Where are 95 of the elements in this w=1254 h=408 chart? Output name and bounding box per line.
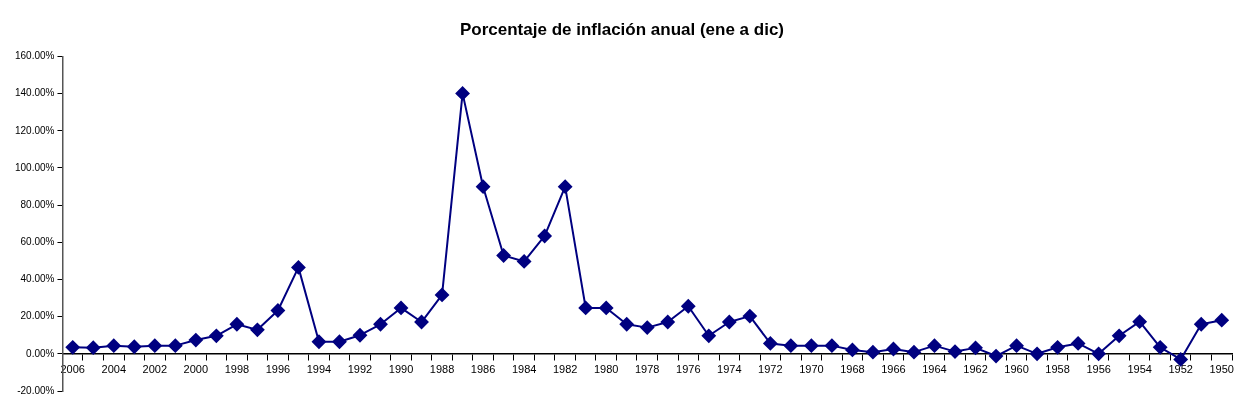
point	[845, 342, 860, 357]
y-tick-label: 140.00%	[14, 87, 55, 99]
x-tick-label: 1956	[1086, 363, 1111, 376]
x-tick-label: 1994	[306, 363, 332, 376]
x-tick-label: 2002	[142, 363, 168, 376]
point	[476, 179, 491, 194]
point	[1050, 340, 1065, 355]
point	[968, 340, 983, 355]
point	[229, 317, 244, 332]
y-tick-label: 40.00%	[20, 273, 55, 285]
point	[1030, 346, 1045, 361]
point	[722, 315, 737, 330]
x-tick-label: 1970	[799, 363, 824, 376]
point	[65, 340, 80, 355]
point	[1071, 336, 1086, 351]
x-tick-label: 1992	[347, 363, 373, 376]
point	[742, 309, 757, 324]
y-tick-label: 80.00%	[20, 198, 55, 210]
point	[394, 300, 409, 315]
y-tick-label: 100.00%	[14, 161, 55, 173]
point	[906, 345, 921, 360]
point	[783, 338, 798, 353]
point	[660, 315, 675, 330]
point	[168, 338, 183, 353]
point	[599, 300, 614, 315]
x-tick-label: 1954	[1127, 363, 1152, 376]
point	[209, 328, 224, 343]
point	[701, 328, 716, 343]
point	[332, 334, 347, 349]
point	[804, 338, 819, 353]
point	[291, 260, 306, 275]
x-tick-label: 1950	[1209, 363, 1234, 376]
point	[127, 339, 142, 354]
y-tick-label: 160.00%	[14, 50, 55, 62]
x-tick-label: 1984	[511, 363, 537, 376]
y-tick-label: -20.00%	[17, 384, 55, 396]
point	[414, 315, 429, 330]
point	[517, 254, 532, 269]
point	[824, 338, 839, 353]
point	[1194, 317, 1209, 332]
x-tick-label: 1986	[470, 363, 496, 376]
point	[558, 179, 573, 194]
point	[147, 338, 162, 353]
point	[989, 349, 1004, 364]
point	[373, 317, 388, 332]
x-tick-label: 1980	[593, 363, 619, 376]
x-tick-label: 1962	[963, 363, 988, 376]
point	[1009, 338, 1024, 353]
point	[1132, 314, 1147, 329]
point	[496, 248, 511, 263]
point	[1112, 328, 1127, 343]
point	[435, 287, 450, 302]
x-tick-label: 1968	[840, 363, 865, 376]
point	[250, 322, 265, 337]
point	[1214, 313, 1229, 328]
x-tick-label: 2004	[101, 363, 127, 376]
y-tick-label: 120.00%	[14, 124, 55, 136]
x-tick-label: 1998	[224, 363, 250, 376]
x-tick-label: 1952	[1168, 363, 1193, 376]
x-tick-label: 1972	[758, 363, 783, 376]
point	[948, 344, 963, 359]
point	[578, 300, 593, 315]
y-tick-label: 0.00%	[26, 347, 55, 359]
point	[886, 341, 901, 356]
x-tick-label: 1982	[552, 363, 578, 376]
point	[865, 345, 880, 360]
x-tick-label: 1978	[635, 363, 660, 376]
x-tick-label: 1988	[429, 363, 455, 376]
x-tick-label: 2000	[183, 363, 209, 376]
point	[537, 228, 552, 243]
point	[106, 338, 121, 353]
x-tick-label: 1974	[717, 363, 742, 376]
point	[681, 299, 696, 314]
x-tick-label: 1976	[676, 363, 701, 376]
point	[1091, 346, 1106, 361]
chart-title: Porcentaje de inflación anual (ene a dic)	[459, 19, 785, 39]
x-tick-label: 1990	[388, 363, 414, 376]
point	[352, 328, 367, 343]
point	[619, 317, 634, 332]
x-tick-label: 1966	[881, 363, 906, 376]
x-tick-label: 1958	[1045, 363, 1070, 376]
point	[640, 320, 655, 335]
point	[455, 86, 470, 101]
y-tick-label: 60.00%	[20, 236, 55, 248]
x-tick-label: 1964	[922, 363, 947, 376]
point	[188, 333, 203, 348]
point	[86, 340, 101, 355]
point	[270, 303, 285, 318]
y-tick-label: 20.00%	[20, 310, 55, 322]
point	[311, 334, 326, 349]
x-tick-label: 1996	[265, 363, 291, 376]
x-tick-label: 1960	[1004, 363, 1029, 376]
point	[1153, 340, 1168, 355]
point	[763, 336, 778, 351]
point	[927, 338, 942, 353]
